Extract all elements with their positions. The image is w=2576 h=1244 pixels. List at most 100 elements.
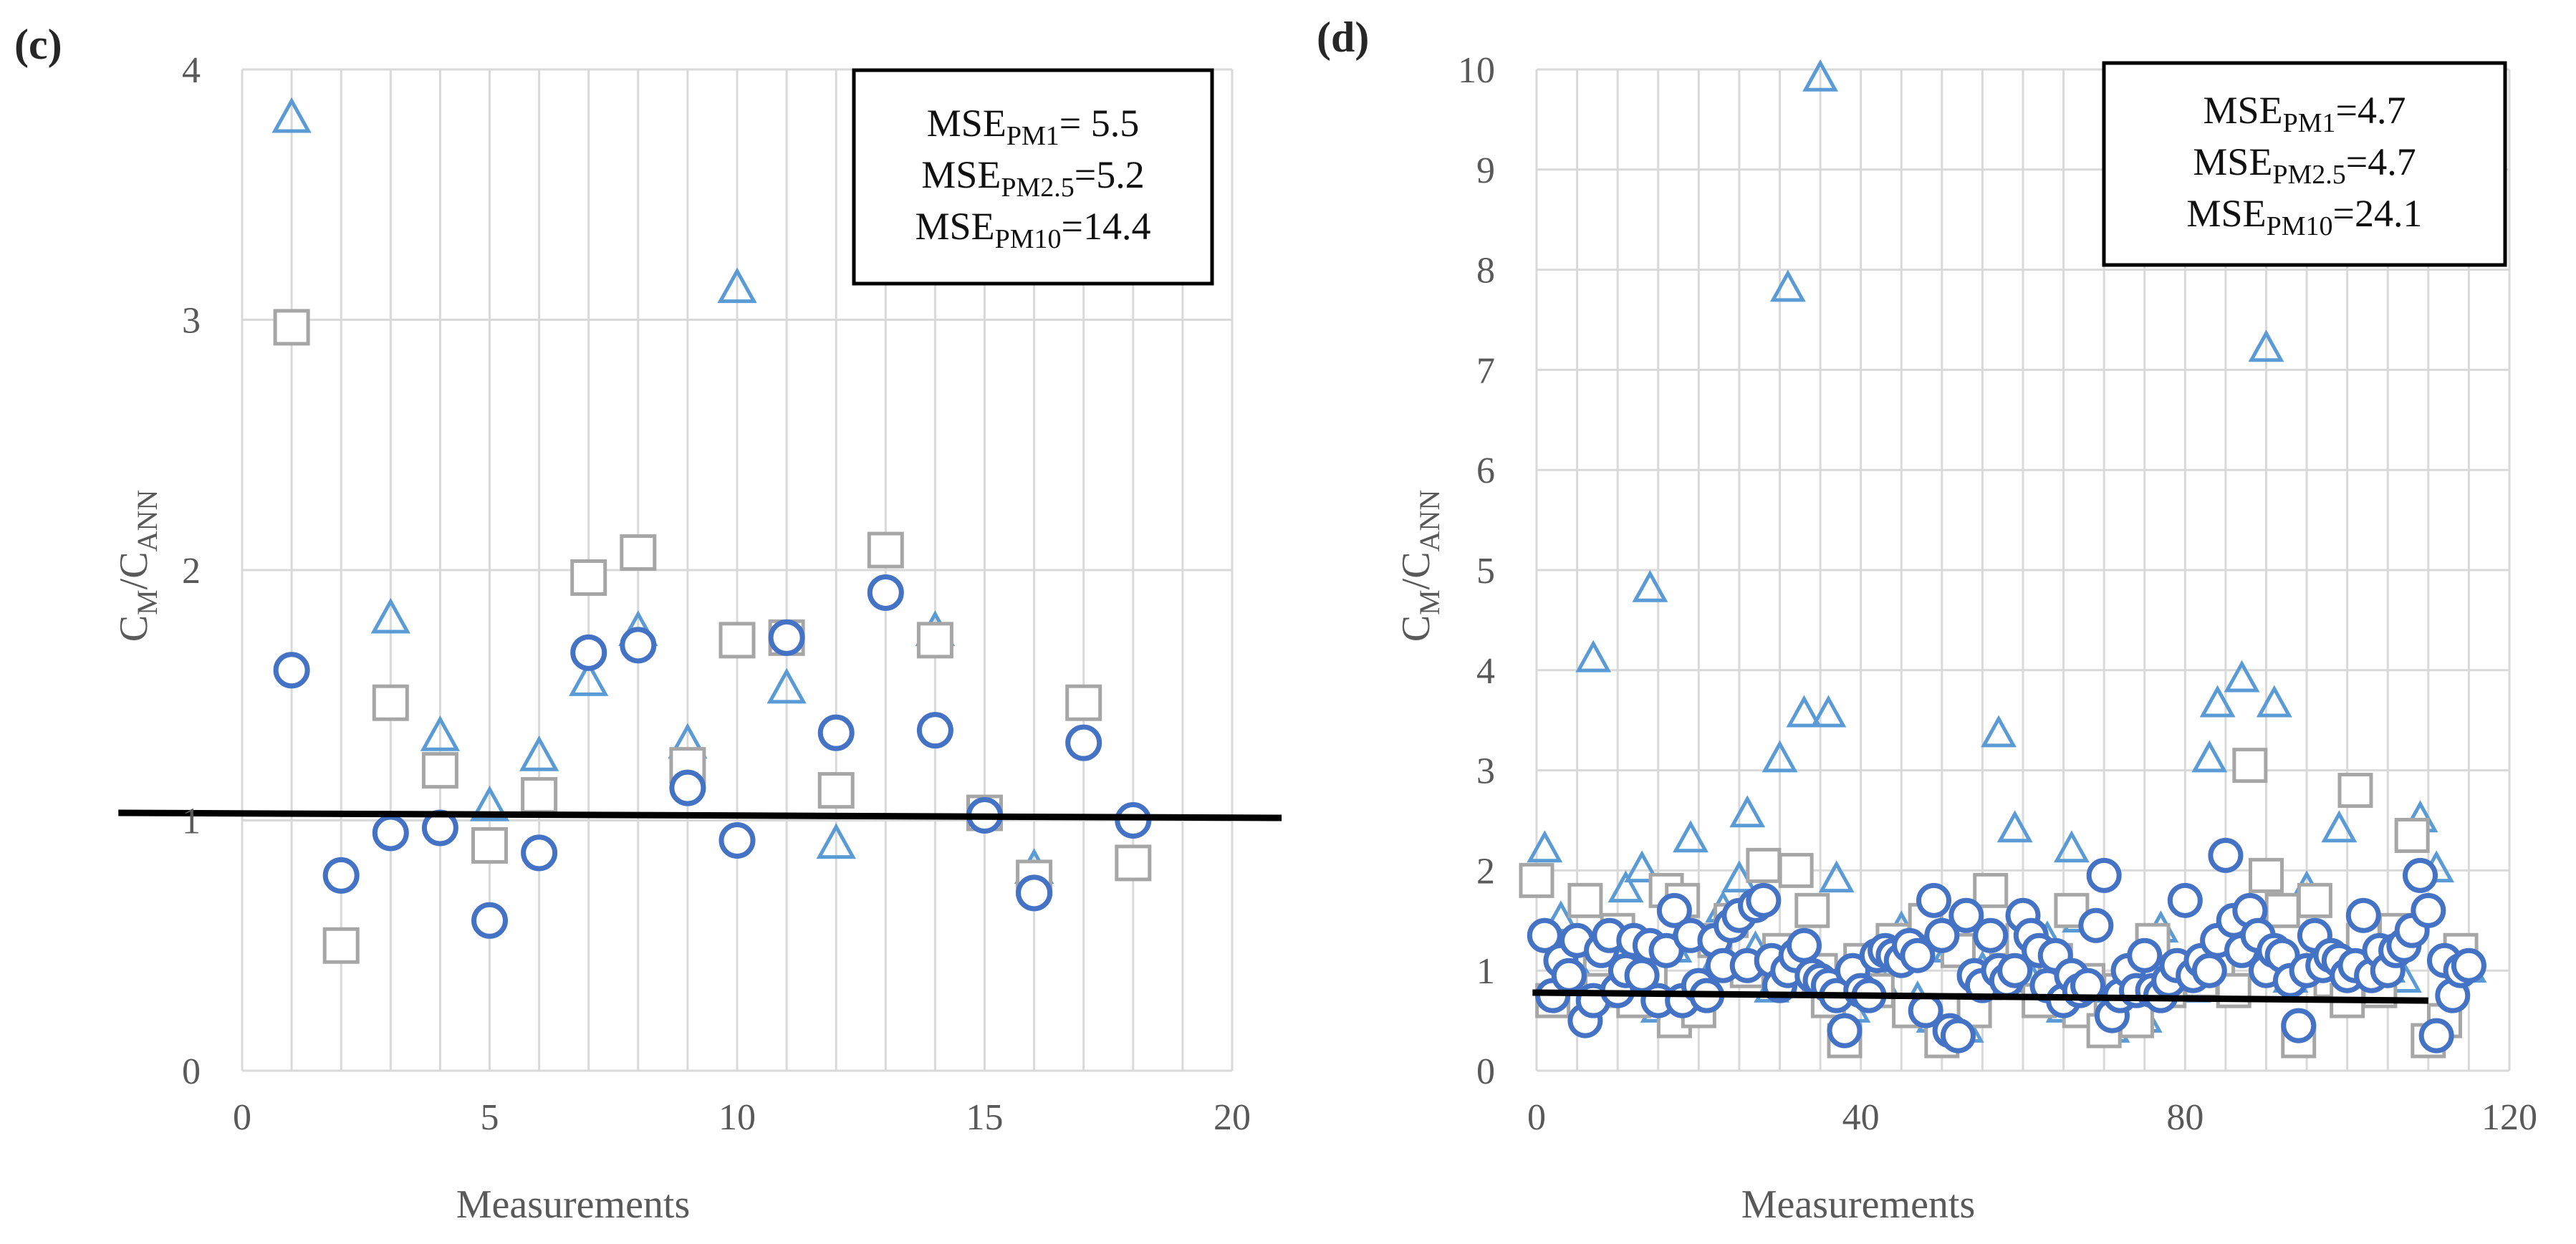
pm1-point — [469, 785, 510, 821]
pm25-point — [916, 622, 953, 659]
pm10-point — [2191, 953, 2227, 988]
pm10-point — [322, 857, 360, 894]
pm1-point — [816, 823, 856, 859]
series-group-d — [1519, 59, 2487, 1059]
y-axis-title-main-c: C — [112, 615, 156, 642]
pm25-point — [1746, 847, 1782, 883]
x-tick-label: 20 — [1213, 1097, 1251, 1138]
series-pm10 — [273, 574, 1152, 939]
pm1-point — [2053, 830, 2090, 863]
y-tick-label: 3 — [182, 301, 201, 342]
pm25-point — [273, 309, 310, 346]
pm10-point — [2411, 892, 2446, 928]
pm10-point — [2127, 937, 2163, 973]
mse-box-frame-c — [852, 68, 1214, 286]
pm10-point — [669, 769, 706, 806]
mse-pm10-d: MSEPM10=24.1 — [2187, 192, 2423, 241]
pm1-point — [1575, 640, 1612, 672]
pm1-point — [1762, 740, 1798, 773]
chart-panel-c: 0 5 10 15 20 0 1 2 3 4 (c) Measurements CM/CANN M… — [14, 21, 1282, 1227]
y-tick-label: 0 — [182, 1051, 201, 1092]
pm25-point — [2394, 817, 2430, 853]
pm1-point — [1810, 695, 1847, 728]
pm1-point — [1632, 569, 1668, 602]
y-tick-label: 0 — [1476, 1051, 1495, 1092]
pm10-point — [1940, 1018, 1976, 1053]
pm25-point — [1778, 852, 1814, 888]
pm10-point — [1827, 1013, 1863, 1048]
series-pm10 — [1527, 837, 2486, 1053]
pm25-point — [2232, 748, 2268, 783]
pm25-point — [2054, 892, 2090, 928]
y-axis-title-sub2-d: ANN — [1413, 490, 1446, 552]
pm1-point — [569, 660, 609, 696]
pm1-point — [370, 597, 410, 634]
mse-box-d: MSEPM1=4.7 MSEPM2.5=4.7 MSEPM10=24.1 — [2102, 61, 2507, 267]
y-tick-label: 6 — [1476, 450, 1495, 491]
pm25-point — [867, 531, 904, 569]
pm1-point — [2199, 685, 2236, 718]
trendline — [1532, 989, 2428, 1004]
y-tick-label: 2 — [182, 551, 201, 592]
pm25-point — [521, 777, 558, 814]
pm1-point — [1624, 850, 1661, 883]
pm10-point — [1900, 937, 1936, 973]
pm10-point — [1997, 953, 2033, 988]
pm25-point — [372, 684, 409, 721]
pm1-point — [1818, 860, 1855, 893]
pm1-point — [2224, 660, 2260, 693]
pm10-point — [1551, 958, 1587, 993]
pm1-point — [717, 267, 757, 304]
mse-pm10-c: MSEPM10=14.4 — [915, 205, 1151, 254]
pm25-point — [2337, 773, 2373, 809]
pm10-point — [372, 814, 409, 852]
pm1-point — [1729, 795, 1766, 828]
mse-pm1-d: MSEPM1=4.7 — [2203, 89, 2406, 138]
x-tick-label: 80 — [2166, 1097, 2203, 1138]
pm10-point — [817, 714, 855, 751]
pm10-point — [1973, 917, 2009, 953]
x-tick-label: 0 — [1527, 1097, 1546, 1138]
pm10-point — [2403, 857, 2438, 893]
x-tick-label: 15 — [966, 1097, 1004, 1138]
mse-box-c: MSEPM1= 5.5 MSEPM2.5=5.2 MSEPM10=14.4 — [852, 68, 1214, 286]
mse-pm25-d: MSEPM2.5=4.7 — [2193, 140, 2416, 190]
y-axis-title-mid-c: /C — [112, 551, 156, 589]
y-tick-label: 1 — [182, 801, 201, 842]
y-tick-label: 3 — [1476, 751, 1495, 792]
pm10-point — [2086, 857, 2122, 893]
pm1-point — [271, 97, 312, 133]
pm10-point — [1746, 882, 1782, 918]
pm10-point — [2451, 948, 2486, 983]
pm10-point — [1065, 724, 1102, 761]
pm25-point — [1794, 892, 1830, 928]
pm10-point — [570, 634, 607, 671]
pm10-point — [620, 627, 657, 664]
pm1-point — [1769, 269, 1806, 302]
y-axis-title-mid-d: /C — [1394, 551, 1438, 589]
tick-labels-c: 0 5 10 15 20 0 1 2 3 4 — [182, 50, 1251, 1138]
x-axis-title-c: Measurements — [456, 1182, 691, 1227]
pm10-point — [1527, 917, 1562, 953]
x-tick-label: 40 — [1842, 1097, 1880, 1138]
panel-label-c: (c) — [14, 21, 62, 68]
tick-labels-d: 0 40 80 120 0 1 2 3 4 5 6 7 8 9 10 — [1458, 50, 2537, 1138]
y-tick-label: 5 — [1476, 551, 1495, 592]
pm1-point — [1673, 820, 1708, 853]
pm1-point — [2256, 685, 2292, 718]
mse-box-frame-d — [2102, 61, 2507, 267]
pm10-point — [1648, 932, 1684, 968]
pm10-point — [1656, 892, 1692, 928]
pm1-point — [1981, 715, 2017, 748]
pm25-point — [2264, 892, 2300, 928]
pm25-point — [1567, 882, 1603, 918]
y-tick-label: 9 — [1476, 150, 1495, 191]
x-tick-label: 5 — [481, 1097, 499, 1138]
pm10-point — [1016, 874, 1053, 912]
pm25-point — [322, 927, 360, 964]
pm10-point — [1948, 897, 1984, 933]
pm25-point — [1065, 684, 1102, 721]
trendline-group-c — [118, 809, 1282, 821]
y-tick-label: 4 — [182, 50, 201, 91]
